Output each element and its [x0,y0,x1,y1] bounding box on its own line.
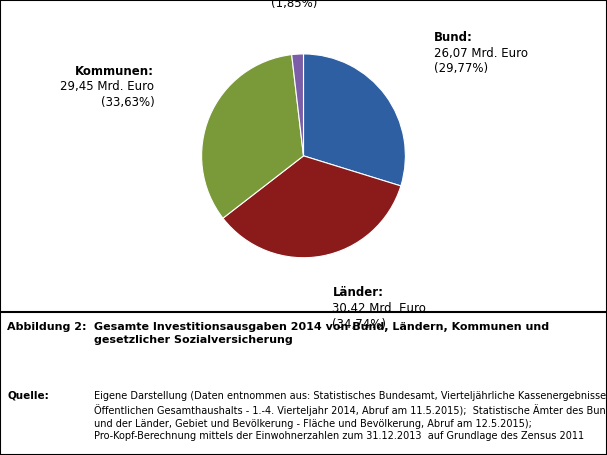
Text: (34,74%): (34,74%) [333,318,387,331]
Wedge shape [304,54,405,186]
Text: Kommunen:: Kommunen: [75,65,154,77]
Text: Abbildung 2:: Abbildung 2: [7,322,87,332]
Text: (33,63%): (33,63%) [101,96,154,109]
Text: Länder:: Länder: [333,287,384,299]
Text: Quelle:: Quelle: [7,390,49,400]
Text: (29,77%): (29,77%) [434,62,488,76]
Wedge shape [202,55,304,218]
Text: 29,45 Mrd. Euro: 29,45 Mrd. Euro [60,80,154,93]
Text: Bund:: Bund: [434,31,473,44]
Text: 30,42 Mrd. Euro: 30,42 Mrd. Euro [333,302,426,315]
Wedge shape [223,156,401,258]
Text: Gesamte Investitionsausgaben 2014 von Bund, Ländern, Kommunen und
gesetzlicher S: Gesamte Investitionsausgaben 2014 von Bu… [94,322,549,345]
Wedge shape [292,54,304,156]
Text: 26,07 Mrd. Euro: 26,07 Mrd. Euro [434,47,527,60]
Text: Eigene Darstellung (Daten entnommen aus: Statistisches Bundesamt, Vierteljährlic: Eigene Darstellung (Daten entnommen aus:… [94,390,607,441]
Text: (1,85%): (1,85%) [271,0,317,10]
